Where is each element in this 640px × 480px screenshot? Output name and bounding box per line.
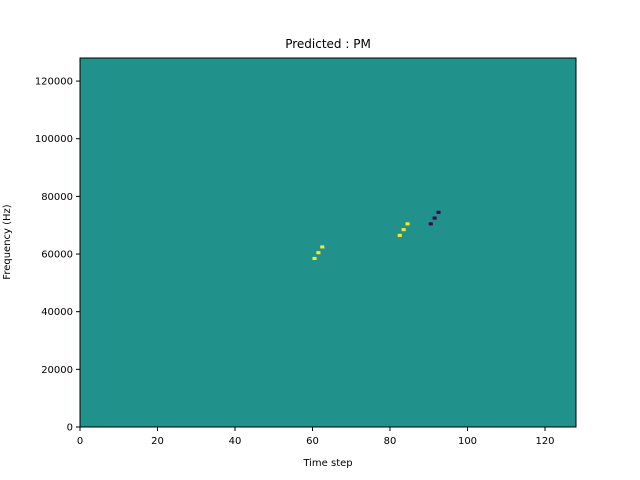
- heatmap-cells: [312, 210, 441, 260]
- plot-background: [80, 58, 576, 427]
- x-tick-label: 0: [77, 436, 83, 447]
- x-tick-label: 100: [458, 436, 477, 447]
- y-tick-label: 100000: [35, 134, 73, 145]
- plot-frame: [79, 57, 577, 428]
- x-tick-label: 60: [306, 436, 319, 447]
- heatmap-cell: [401, 228, 406, 232]
- x-tick-label: 40: [229, 436, 242, 447]
- y-tick-label: 80000: [41, 192, 73, 203]
- plot-area: [79, 57, 577, 428]
- y-tick-label: 40000: [41, 307, 73, 318]
- y-tick-label: 20000: [41, 365, 73, 376]
- y-axis-ticks: 0 20000 40000 60000 80000 100000 120000: [35, 77, 80, 434]
- heatmap-cell: [320, 245, 325, 249]
- y-tick-label: 0: [67, 423, 73, 434]
- y-tick-label: 60000: [41, 250, 73, 261]
- x-axis-label: Time step: [302, 458, 352, 469]
- chart-title: Predicted : PM: [285, 37, 371, 51]
- y-tick-label: 120000: [35, 77, 73, 88]
- x-tick-label: 20: [151, 436, 164, 447]
- heatmap-cell: [312, 256, 317, 260]
- heatmap-cell: [316, 251, 321, 255]
- heatmap-cell: [436, 210, 441, 214]
- heatmap-cell: [432, 216, 437, 220]
- heatmap-cell: [405, 222, 410, 226]
- x-tick-label: 120: [535, 436, 554, 447]
- y-axis-label: Frequency (Hz): [2, 204, 13, 280]
- x-tick-label: 80: [384, 436, 397, 447]
- x-axis-ticks: 0 20 40 60 80 100 120: [77, 427, 555, 447]
- heatmap-cell: [428, 222, 433, 226]
- heatmap-cell: [397, 233, 402, 237]
